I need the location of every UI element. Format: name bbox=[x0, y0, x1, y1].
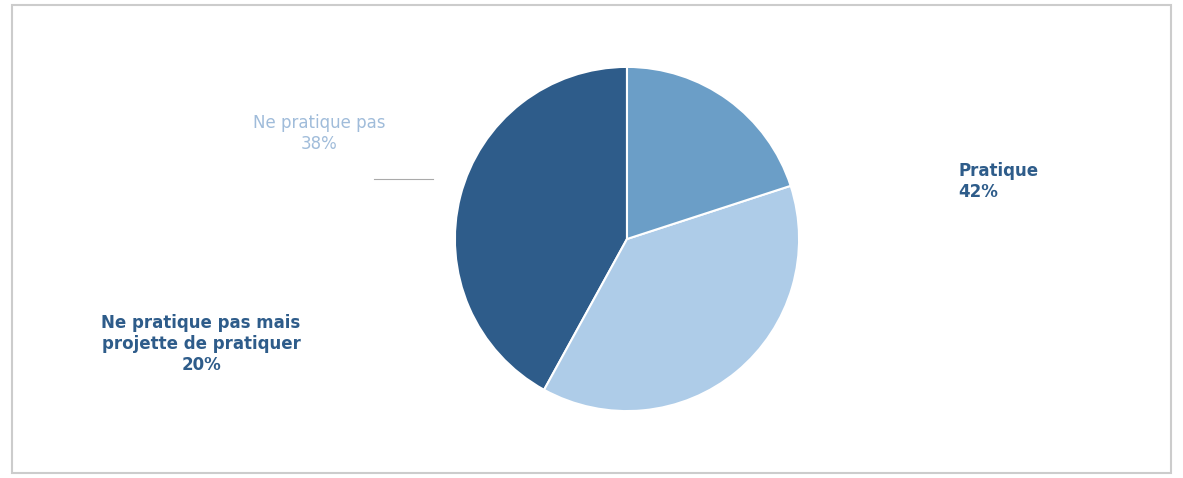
Wedge shape bbox=[455, 67, 627, 390]
Text: Ne pratique pas mais
projette de pratiquer
20%: Ne pratique pas mais projette de pratiqu… bbox=[102, 315, 300, 374]
Wedge shape bbox=[544, 186, 799, 411]
Text: Pratique
42%: Pratique 42% bbox=[958, 162, 1039, 201]
Text: Ne pratique pas
38%: Ne pratique pas 38% bbox=[253, 114, 386, 153]
Wedge shape bbox=[627, 67, 790, 239]
